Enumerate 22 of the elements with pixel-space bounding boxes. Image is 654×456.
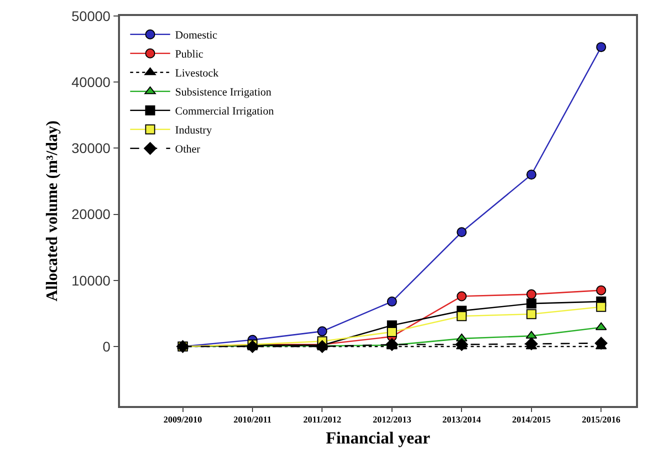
y-tick-label: 30000 — [72, 140, 111, 156]
legend-label: Commercial Irrigation — [175, 106, 274, 118]
x-tick-label: 2014/2015 — [512, 414, 552, 425]
y-tick-label: 40000 — [72, 74, 111, 90]
legend-label: Industry — [175, 124, 212, 137]
x-tick-label: 2013/2014 — [442, 414, 482, 425]
legend-label: Livestock — [175, 68, 220, 80]
y-tick-label: 10000 — [72, 272, 111, 288]
legend-label: Domestic — [175, 30, 218, 42]
legend-label: Subsistence Irrigation — [175, 86, 272, 99]
x-axis-title: Financial year — [326, 428, 431, 448]
x-tick-label: 2010/2011 — [233, 414, 272, 425]
legend-label: Other — [175, 144, 201, 156]
y-axis-title: Allocated volume (m³/day) — [44, 120, 61, 302]
x-tick-label: 2009/2010 — [164, 414, 203, 425]
legend-label: Public — [175, 48, 204, 61]
x-tick-label: 2015/2016 — [582, 414, 621, 425]
y-tick-label: 0 — [102, 338, 111, 354]
y-tick-label: 50000 — [72, 8, 111, 24]
y-tick-label: 20000 — [72, 206, 111, 222]
x-tick-label: 2012/2013 — [372, 414, 412, 425]
x-tick-label: 2011/2012 — [303, 414, 342, 425]
